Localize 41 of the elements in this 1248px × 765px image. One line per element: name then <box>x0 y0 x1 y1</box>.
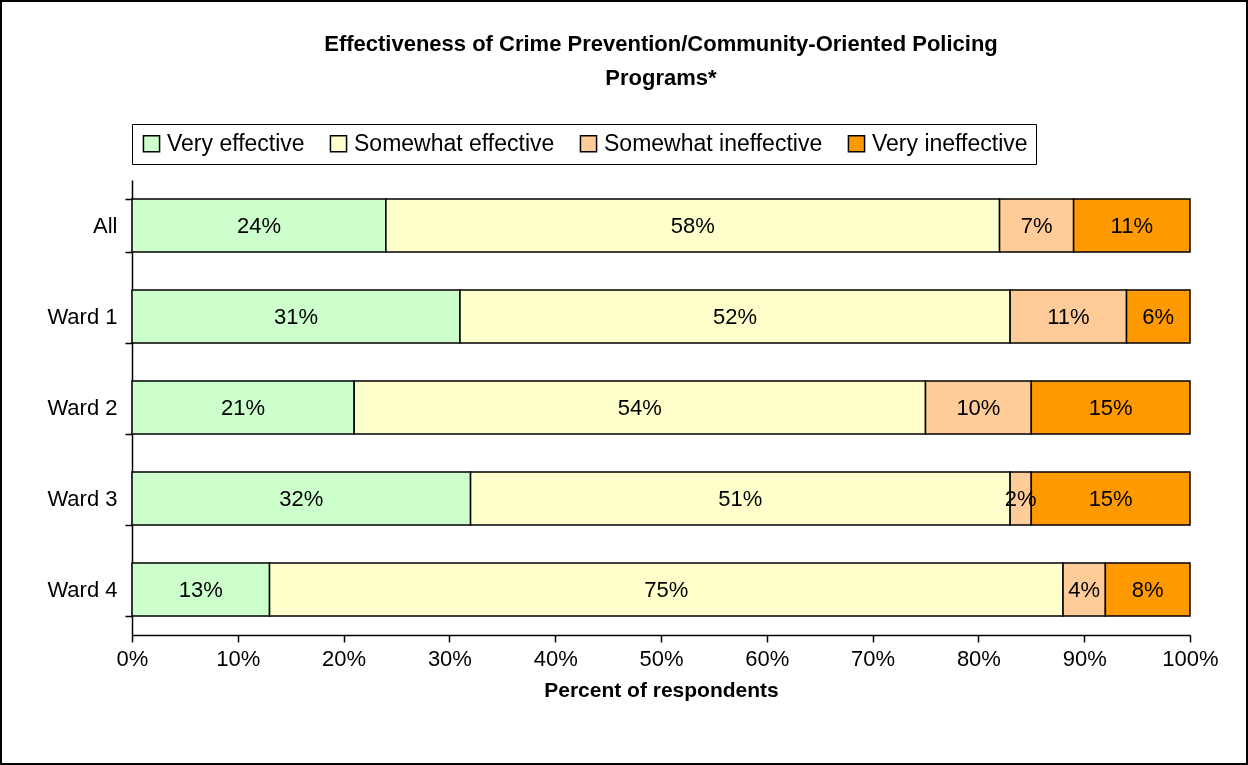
y-tick-label: Ward 4 <box>47 577 118 602</box>
x-axis-title: Percent of respondents <box>544 677 779 701</box>
data-label: 10% <box>956 394 1001 420</box>
data-label: 21% <box>221 394 266 420</box>
data-label: 15% <box>1088 485 1133 511</box>
data-label: 8% <box>1131 576 1164 602</box>
legend-label: Somewhat ineffective <box>604 129 823 156</box>
legend-label: Very effective <box>167 129 305 156</box>
data-label: 13% <box>178 576 223 602</box>
data-label: 15% <box>1088 394 1133 420</box>
x-tick-label: 90% <box>1062 645 1107 671</box>
x-tick-label: 60% <box>745 645 790 671</box>
data-label: 51% <box>718 485 763 511</box>
data-label: 58% <box>670 212 715 238</box>
data-label: 7% <box>1020 212 1053 238</box>
data-label: 11% <box>1047 303 1090 329</box>
data-label: 32% <box>279 485 324 511</box>
data-label: 52% <box>713 303 758 329</box>
x-tick-label: 30% <box>427 645 472 671</box>
x-tick-label: 80% <box>956 645 1001 671</box>
x-tick-label: 20% <box>322 645 367 671</box>
x-tick-label: 0% <box>116 645 149 671</box>
y-tick-label: Ward 2 <box>47 395 118 420</box>
x-tick-label: 100% <box>1162 645 1219 671</box>
y-tick-label: Ward 1 <box>47 304 118 329</box>
data-label: 24% <box>236 212 281 238</box>
legend-label: Very ineffective <box>872 129 1028 156</box>
data-label: 75% <box>644 576 689 602</box>
data-label: 11% <box>1110 212 1154 238</box>
data-label: 54% <box>617 394 662 420</box>
y-tick-label: All <box>93 213 118 238</box>
y-tick-label: Ward 3 <box>47 486 118 511</box>
x-tick-label: 10% <box>216 645 261 671</box>
data-label: 6% <box>1142 303 1175 329</box>
data-label: 31% <box>273 303 319 329</box>
x-tick-label: 50% <box>639 645 684 671</box>
x-tick-label: 70% <box>851 645 896 671</box>
legend-label: Somewhat effective <box>354 129 555 156</box>
chart-title: Effectiveness of Crime Prevention/Community-Oriented Policing Programs* <box>324 30 998 90</box>
data-label: 4% <box>1068 576 1101 602</box>
x-tick-label: 40% <box>533 645 578 671</box>
